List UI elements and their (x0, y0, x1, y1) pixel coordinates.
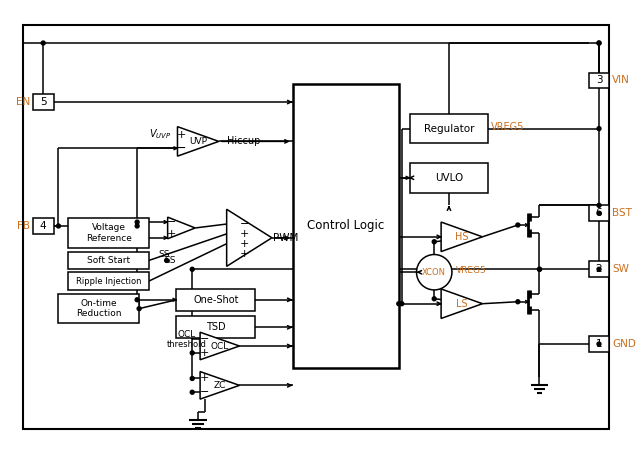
Text: VIN: VIN (612, 75, 630, 85)
Circle shape (135, 220, 139, 224)
Circle shape (516, 300, 520, 304)
Text: ZC: ZC (214, 381, 226, 390)
Text: UVLO: UVLO (435, 173, 463, 183)
Text: Voltage
Reference: Voltage Reference (86, 223, 132, 243)
Bar (589, 73, 609, 88)
Bar (410, 163, 488, 193)
Text: OCL: OCL (211, 341, 229, 350)
Text: −: − (239, 219, 249, 229)
Circle shape (597, 41, 601, 45)
Text: Regulator: Regulator (424, 124, 474, 133)
Text: −: − (176, 142, 187, 155)
Bar (177, 289, 255, 311)
Text: UVP: UVP (189, 137, 207, 146)
Text: 1: 1 (596, 339, 602, 349)
Circle shape (400, 302, 404, 306)
Circle shape (417, 254, 452, 290)
Text: VREG5: VREG5 (456, 266, 487, 275)
Text: +: + (239, 229, 249, 239)
Polygon shape (177, 127, 219, 156)
Circle shape (135, 298, 139, 302)
Text: +: + (167, 229, 176, 239)
Circle shape (190, 267, 194, 271)
Circle shape (56, 224, 60, 228)
Text: 6: 6 (596, 208, 602, 218)
Bar (68, 218, 149, 248)
Bar (589, 205, 609, 221)
Circle shape (597, 41, 601, 45)
Text: +: + (239, 249, 249, 258)
Text: +: + (199, 373, 209, 383)
Text: LS: LS (456, 299, 468, 308)
Text: TSD: TSD (206, 322, 226, 332)
Text: BST: BST (612, 208, 632, 218)
Text: 4: 4 (40, 221, 47, 231)
Text: SW: SW (612, 264, 629, 274)
Text: 2: 2 (596, 264, 602, 274)
Text: $V_{UVP}$: $V_{UVP}$ (148, 128, 171, 142)
Text: Control Logic: Control Logic (307, 220, 384, 233)
Bar (292, 84, 399, 368)
Text: Soft Start: Soft Start (87, 256, 130, 265)
Text: 3: 3 (596, 75, 602, 85)
Text: One-Shot: One-Shot (193, 295, 239, 305)
Circle shape (597, 267, 601, 271)
Text: Ripple Injection: Ripple Injection (76, 276, 141, 285)
Polygon shape (441, 289, 483, 318)
Text: +: + (177, 129, 186, 139)
Text: 5: 5 (40, 97, 47, 107)
Text: SS: SS (165, 256, 177, 265)
Circle shape (432, 297, 436, 301)
Bar (177, 317, 255, 338)
Circle shape (597, 127, 601, 131)
Polygon shape (200, 372, 239, 399)
Circle shape (516, 223, 520, 227)
Polygon shape (441, 222, 483, 252)
Polygon shape (200, 332, 239, 360)
Circle shape (190, 351, 194, 355)
Circle shape (137, 307, 141, 311)
Text: PWM: PWM (273, 233, 298, 243)
Circle shape (538, 267, 541, 271)
Circle shape (190, 390, 194, 394)
Text: VREG5: VREG5 (492, 122, 525, 132)
Text: −: − (167, 217, 176, 227)
Bar (589, 262, 609, 277)
Text: OCL: OCL (177, 330, 195, 339)
Text: HS: HS (455, 232, 468, 242)
Circle shape (190, 377, 194, 381)
Bar (589, 336, 609, 352)
Circle shape (397, 302, 401, 306)
Circle shape (597, 203, 601, 207)
Circle shape (164, 258, 168, 262)
Text: +: + (199, 348, 209, 358)
Text: SS: SS (159, 250, 170, 259)
Text: Hiccup: Hiccup (227, 136, 260, 147)
Text: threshold: threshold (166, 340, 206, 349)
Circle shape (597, 342, 601, 346)
Bar (58, 294, 139, 323)
Bar (33, 94, 54, 110)
Circle shape (432, 240, 436, 244)
Bar (410, 114, 488, 143)
Text: XCON: XCON (422, 268, 446, 277)
Bar (33, 218, 54, 234)
Circle shape (41, 41, 45, 45)
Circle shape (538, 267, 541, 271)
Text: −: − (199, 334, 209, 344)
Text: −: − (199, 387, 209, 397)
Circle shape (597, 211, 601, 215)
Text: +: + (239, 239, 249, 249)
Polygon shape (227, 209, 272, 267)
Bar (68, 272, 149, 290)
Text: GND: GND (612, 339, 636, 349)
Text: EN: EN (15, 97, 30, 107)
Polygon shape (168, 217, 195, 239)
Circle shape (135, 224, 139, 228)
Text: On-time
Reduction: On-time Reduction (76, 299, 122, 318)
Text: FB: FB (17, 221, 30, 231)
Bar (68, 252, 149, 269)
